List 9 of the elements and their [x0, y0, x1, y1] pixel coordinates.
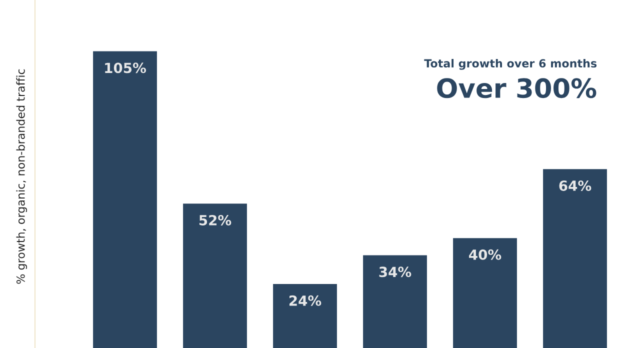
data-label: 64%: [559, 180, 592, 191]
data-label: 52%: [199, 214, 232, 226]
annotation: Over 300%: [437, 78, 596, 98]
annotation: Total growth over 6 months: [424, 58, 597, 70]
y-axis-title: % growth, organic, non-branded traffic: [16, 69, 27, 284]
data-label: 40%: [469, 249, 502, 260]
data-label: 24%: [289, 295, 322, 306]
data-label: 34%: [379, 266, 412, 278]
data-label: 105%: [105, 62, 146, 74]
